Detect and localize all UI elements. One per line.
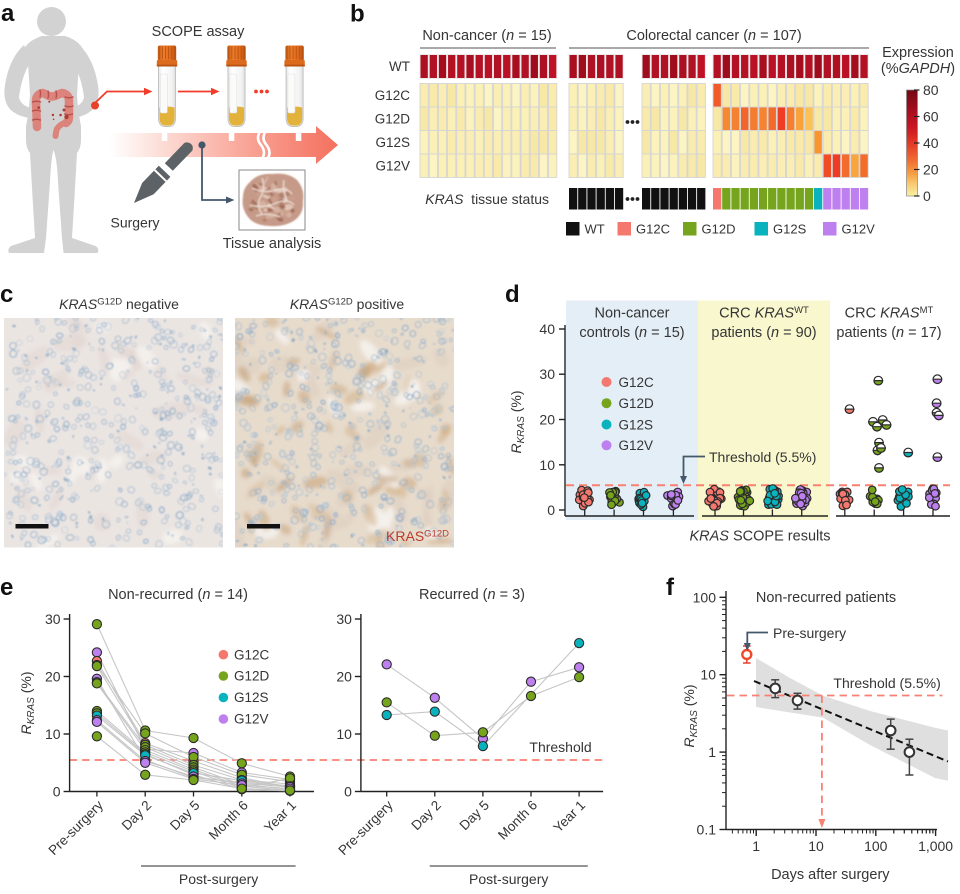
svg-text:Threshold (5.5%): Threshold (5.5%): [709, 449, 816, 465]
svg-text:KRASG12D negative: KRASG12D negative: [59, 296, 179, 312]
svg-text:10: 10: [700, 667, 716, 683]
svg-text:20: 20: [45, 669, 61, 685]
svg-text:RKRAS (%): RKRAS (%): [681, 684, 700, 747]
svg-text:0.1: 0.1: [697, 822, 717, 838]
svg-text:G12C: G12C: [375, 88, 411, 103]
svg-text:G12V: G12V: [619, 438, 654, 453]
svg-text:Pre-surgery: Pre-surgery: [46, 797, 107, 858]
svg-text:G12S: G12S: [619, 417, 654, 432]
svg-text:G12S: G12S: [375, 135, 410, 150]
svg-text:40: 40: [539, 321, 555, 337]
svg-text:0: 0: [344, 784, 352, 800]
svg-text:Expression: Expression: [882, 45, 954, 61]
svg-text:20: 20: [539, 412, 555, 428]
svg-text:Month 6: Month 6: [495, 798, 540, 843]
svg-text:30: 30: [336, 611, 352, 627]
svg-text:30: 30: [45, 611, 61, 627]
svg-text:10: 10: [45, 726, 61, 742]
svg-text:G12D: G12D: [619, 396, 655, 411]
svg-text:0: 0: [53, 784, 61, 800]
svg-text:f: f: [666, 574, 675, 601]
svg-text:a: a: [1, 0, 15, 27]
svg-text:10: 10: [539, 457, 555, 473]
svg-text:Day 5: Day 5: [456, 798, 492, 834]
svg-text:G12C: G12C: [234, 647, 270, 662]
svg-text:G12C: G12C: [636, 222, 670, 237]
svg-text:c: c: [0, 281, 13, 308]
svg-text:Post-surgery: Post-surgery: [179, 871, 258, 887]
svg-text:100: 100: [693, 589, 717, 605]
svg-text:Month 6: Month 6: [206, 798, 251, 843]
svg-text:Day 5: Day 5: [167, 798, 203, 834]
svg-text:CRC KRASWT: CRC KRASWT: [719, 305, 809, 322]
svg-text:Non-cancer (n = 15): Non-cancer (n = 15): [422, 28, 551, 44]
svg-text:WT: WT: [389, 59, 410, 74]
svg-text:40: 40: [923, 135, 939, 151]
svg-text:patients (n = 17): patients (n = 17): [836, 325, 941, 341]
svg-text:CRC KRASMT: CRC KRASMT: [845, 305, 934, 322]
svg-text:(%GAPDH): (%GAPDH): [881, 61, 955, 77]
svg-text:b: b: [350, 1, 365, 28]
svg-text:0: 0: [923, 188, 931, 204]
svg-text:KRASG12D positive: KRASG12D positive: [290, 296, 405, 312]
svg-text:100: 100: [864, 838, 888, 854]
svg-text:Tissue analysis: Tissue analysis: [223, 236, 322, 252]
svg-text:WT: WT: [585, 222, 605, 237]
svg-text:G12S: G12S: [773, 222, 807, 237]
svg-text:patients (n = 90): patients (n = 90): [711, 325, 816, 341]
svg-text:Non-recurred (n = 14): Non-recurred (n = 14): [108, 587, 248, 603]
svg-text:1,000: 1,000: [918, 838, 953, 854]
svg-text:Days after surgery: Days after surgery: [771, 867, 890, 883]
svg-text:e: e: [0, 574, 13, 601]
svg-text:20: 20: [923, 162, 939, 178]
svg-text:60: 60: [923, 109, 939, 125]
svg-text:controls (n = 15): controls (n = 15): [579, 325, 684, 341]
svg-text:10: 10: [336, 726, 352, 742]
svg-text:SCOPE assay: SCOPE assay: [152, 24, 245, 40]
svg-text:80: 80: [923, 82, 939, 98]
svg-text:Pre-surgery: Pre-surgery: [773, 625, 846, 641]
svg-text:Surgery: Surgery: [110, 215, 159, 231]
svg-text:Day 2: Day 2: [408, 798, 444, 834]
svg-text:G12D: G12D: [234, 669, 270, 684]
svg-text:1: 1: [708, 744, 716, 760]
svg-text:G12V: G12V: [234, 712, 269, 727]
svg-text:Pre-surgery: Pre-surgery: [335, 797, 396, 858]
svg-text:G12V: G12V: [842, 222, 876, 237]
svg-text:10: 10: [808, 838, 824, 854]
svg-text:Colorectal cancer (n = 107): Colorectal cancer (n = 107): [626, 28, 801, 44]
svg-text:Non-cancer: Non-cancer: [595, 306, 670, 322]
svg-text:G12C: G12C: [619, 375, 655, 390]
svg-text:30: 30: [539, 366, 555, 382]
svg-text:RKRAS (%): RKRAS (%): [508, 390, 527, 453]
svg-text:Year 1: Year 1: [550, 798, 588, 836]
svg-text:0: 0: [547, 502, 555, 518]
svg-text:Day 2: Day 2: [119, 798, 155, 834]
svg-text:1: 1: [752, 838, 760, 854]
svg-text:d: d: [505, 281, 520, 308]
svg-text:G12D: G12D: [702, 222, 736, 237]
svg-text:20: 20: [336, 669, 352, 685]
svg-text:KRAS tissue status: KRAS tissue status: [425, 191, 549, 207]
svg-text:Threshold: Threshold: [529, 739, 591, 755]
svg-text:G12V: G12V: [375, 158, 410, 173]
svg-text:Year 1: Year 1: [261, 798, 299, 836]
svg-text:Post-surgery: Post-surgery: [469, 871, 548, 887]
svg-text:KRAS SCOPE results: KRAS SCOPE results: [689, 529, 830, 545]
svg-text:G12S: G12S: [234, 690, 269, 705]
svg-text:Threshold (5.5%): Threshold (5.5%): [833, 675, 940, 691]
svg-text:RKRAS (%): RKRAS (%): [18, 671, 37, 734]
svg-text:G12D: G12D: [375, 111, 411, 126]
svg-text:Recurred (n = 3): Recurred (n = 3): [419, 587, 525, 603]
svg-text:Non-recurred patients: Non-recurred patients: [756, 590, 896, 606]
